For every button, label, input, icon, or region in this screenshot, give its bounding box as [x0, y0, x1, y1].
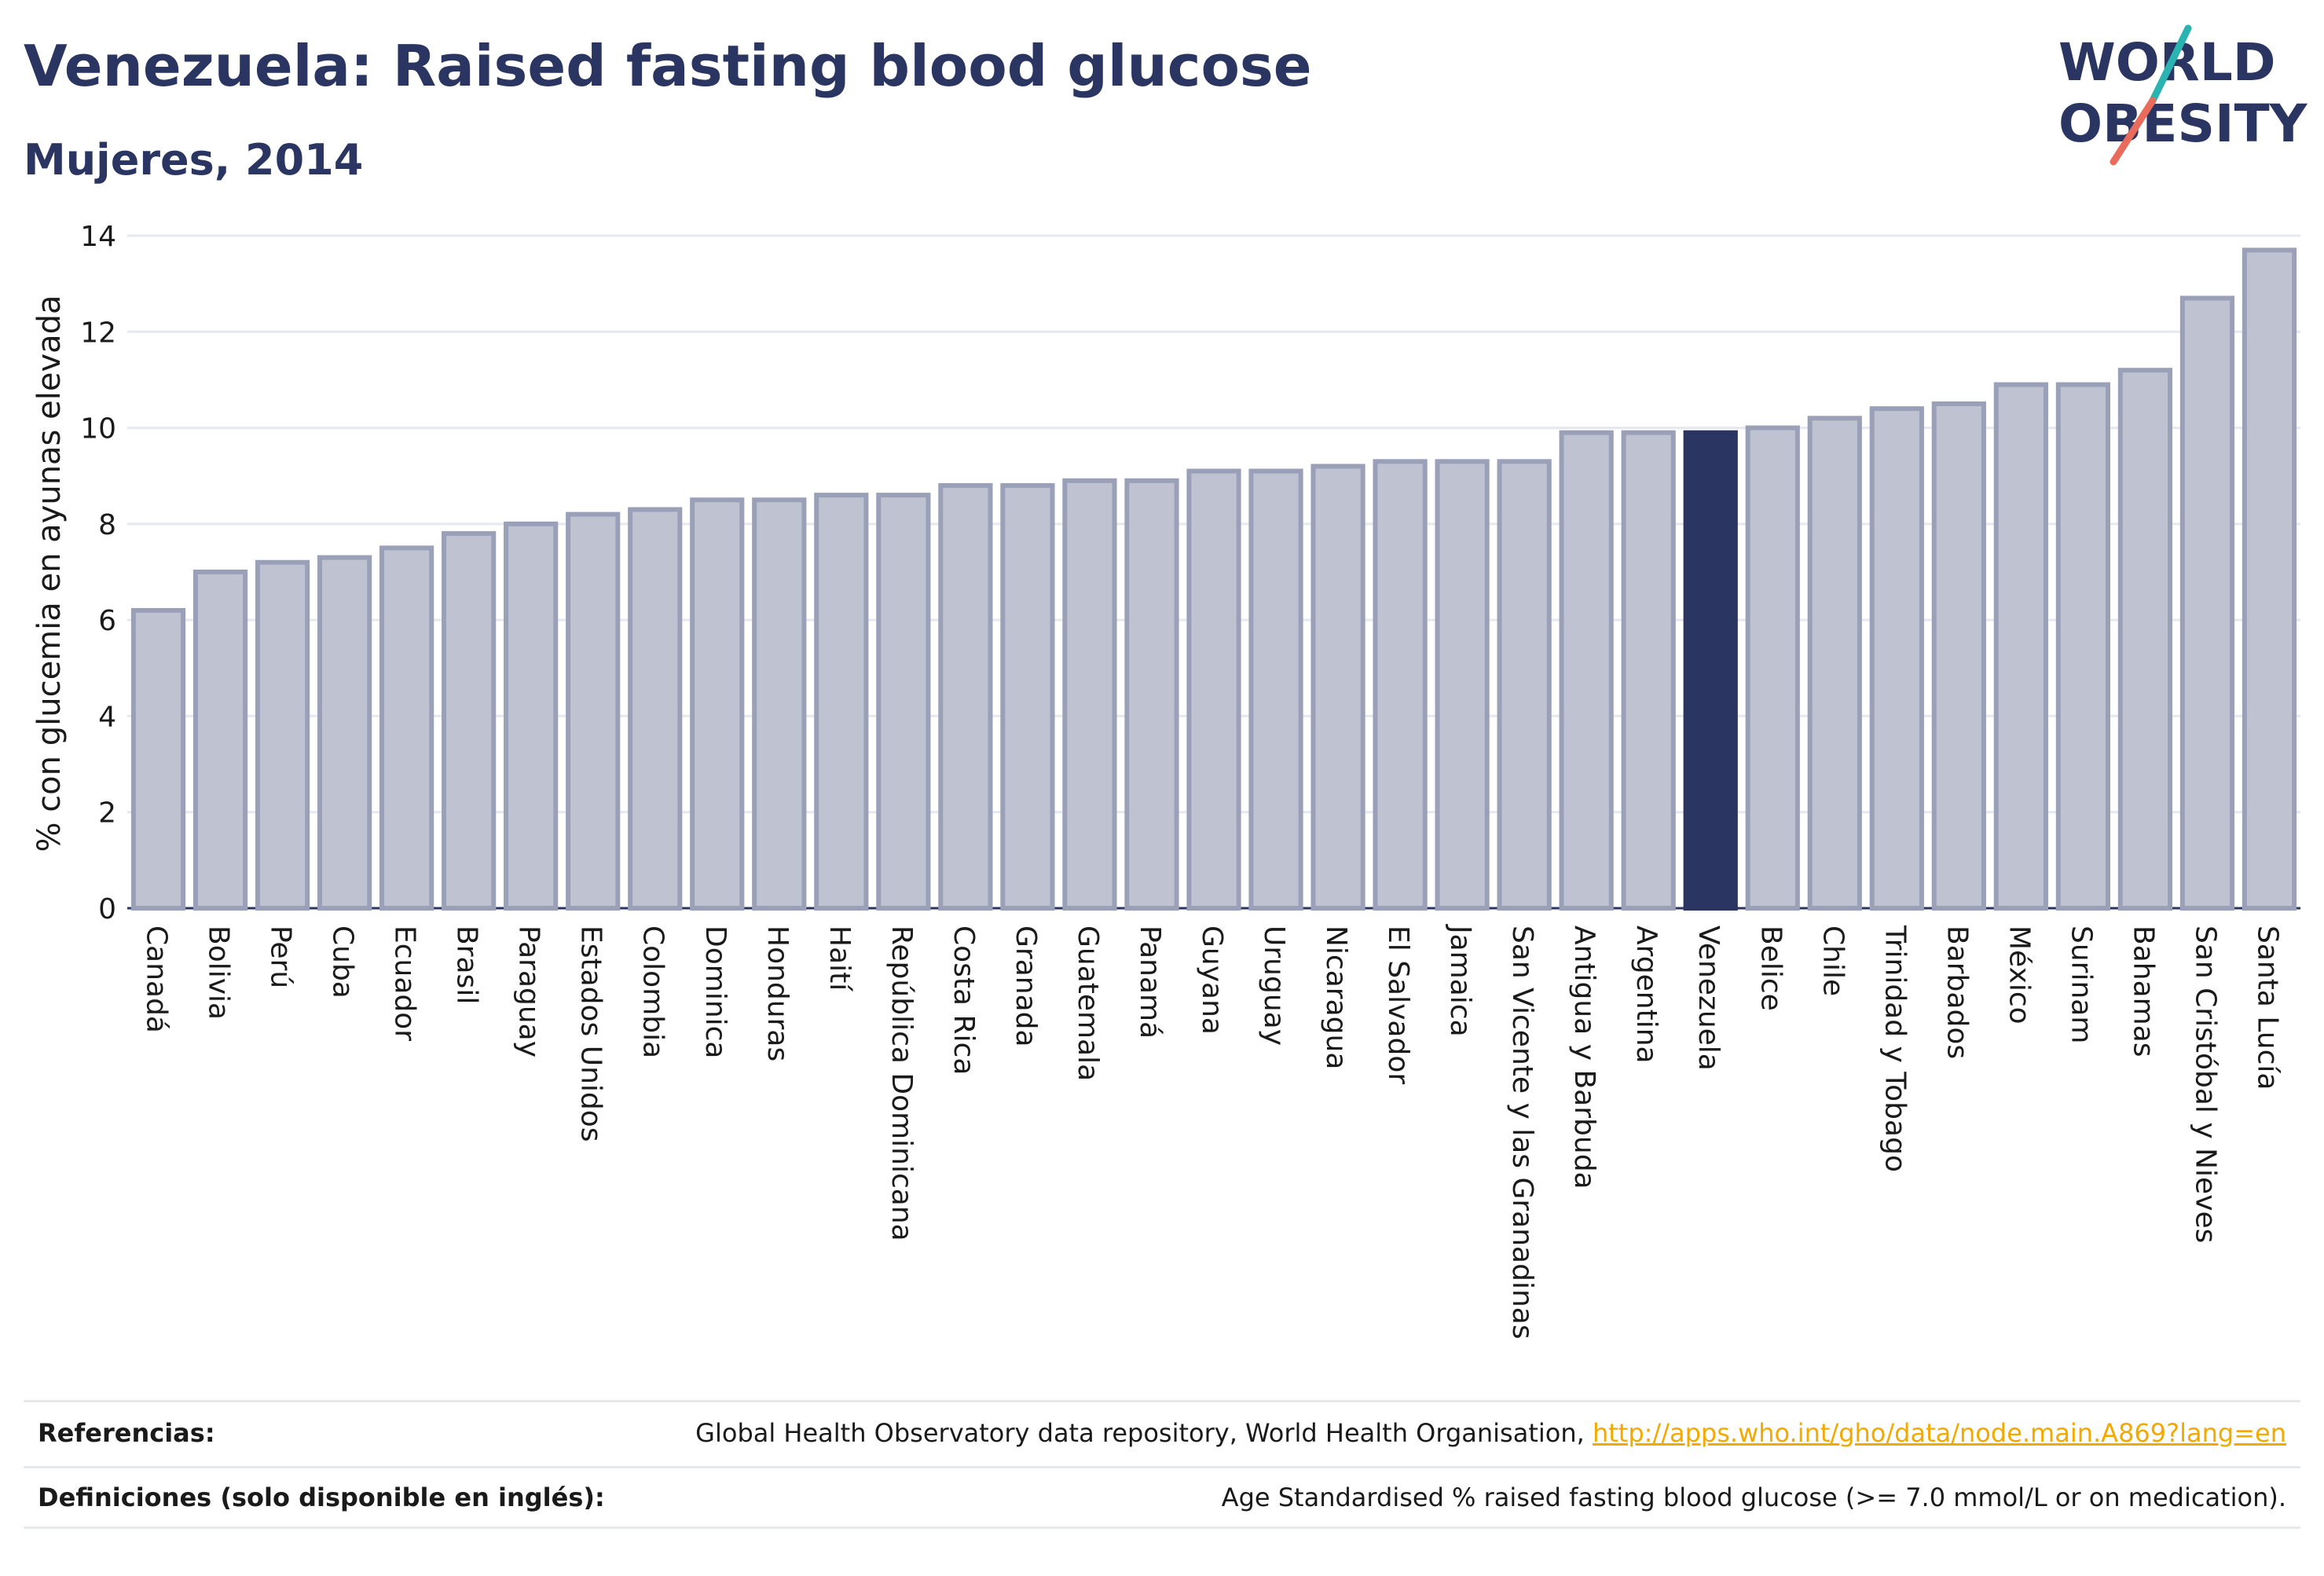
- references-text: Global Health Observatory data repositor…: [695, 1417, 1593, 1448]
- x-tick-label: Guatemala: [1072, 925, 1104, 1081]
- y-tick-label: 0: [98, 893, 116, 925]
- bar-canadá: [130, 607, 186, 911]
- bar-argentina: [1621, 430, 1676, 911]
- bar-venezuela: [1683, 430, 1738, 911]
- x-tick-label: El Salvador: [1382, 925, 1414, 1084]
- bar-costa-rica: [938, 482, 993, 911]
- x-tick-label: Ecuador: [389, 925, 421, 1041]
- logo-word-world: WORLD: [2058, 32, 2276, 93]
- x-tick-label: Chile: [1816, 925, 1849, 996]
- x-axis-ticks: Canadá Bolivia Perú Cuba Ecuador Brasil Paragu…: [141, 924, 2284, 1340]
- x-tick-label: Cuba: [327, 925, 359, 999]
- bar-san-vicente-y-las-granadinas: [1497, 459, 1552, 911]
- x-tick-label: Jamaica: [1444, 924, 1476, 1037]
- x-tick-label: Santa Lucía: [2251, 925, 2283, 1090]
- y-tick-label: 4: [98, 701, 116, 733]
- y-tick-label: 12: [80, 317, 116, 349]
- bar-perú: [255, 559, 310, 911]
- x-tick-label: San Vicente y las Granadinas: [1506, 925, 1538, 1340]
- x-tick-label: Dominica: [699, 925, 731, 1059]
- x-tick-label: Venezuela: [1692, 925, 1725, 1071]
- bar-belice: [1745, 425, 1800, 911]
- bar-honduras: [752, 497, 807, 911]
- y-axis-label: % con glucemia en ayunas elevada: [31, 295, 68, 852]
- x-tick-label: Estados Unidos: [575, 925, 607, 1142]
- x-tick-label: Argentina: [1630, 925, 1662, 1064]
- definitions-row: Definiciones (solo disponible en inglés)…: [24, 1466, 2300, 1529]
- bar-bolivia: [192, 570, 248, 911]
- bar-trinidad-y-tobago: [1869, 406, 1924, 911]
- page-title: Venezuela: Raised fasting blood glucose: [24, 33, 1312, 99]
- references-label: Referencias:: [38, 1417, 215, 1448]
- logo-word-obesity: OBESITY: [2058, 93, 2308, 154]
- world-obesity-logo: WORLD OBESITY: [2058, 24, 2308, 166]
- y-tick-label: 6: [98, 605, 116, 637]
- bar-dominica: [690, 497, 745, 911]
- bar-chile: [1807, 416, 1862, 911]
- x-tick-label: México: [2003, 925, 2035, 1024]
- x-tick-label: Belice: [1754, 925, 1787, 1011]
- bar-granada: [1000, 482, 1055, 911]
- x-tick-label: Paraguay: [513, 925, 545, 1057]
- bar-antigua-y-barbuda: [1559, 430, 1614, 911]
- x-tick-label: República Dominicana: [885, 925, 918, 1241]
- x-tick-label: Trinidad y Tobago: [1879, 925, 1911, 1172]
- bar-haití: [814, 493, 869, 911]
- references-row: Referencias: Global Health Observatory d…: [24, 1400, 2300, 1463]
- x-tick-label: San Cristóbal y Nieves: [2189, 925, 2221, 1243]
- bar-ecuador: [379, 545, 434, 911]
- x-tick-label: Nicaragua: [1320, 925, 1352, 1069]
- bar-méxico: [1993, 382, 2048, 911]
- x-tick-label: Bahamas: [2127, 925, 2159, 1057]
- bar-guatemala: [1062, 478, 1117, 911]
- bar-colombia: [628, 507, 683, 911]
- bar-uruguay: [1248, 468, 1303, 911]
- x-tick-label: Antigua y Barbuda: [1568, 925, 1600, 1189]
- logo-slash-coral: [2110, 97, 2157, 166]
- x-tick-label: Perú: [265, 925, 297, 988]
- x-tick-label: Granada: [1010, 925, 1042, 1047]
- x-tick-label: Bolivia: [203, 925, 235, 1020]
- bar-paraguay: [504, 521, 559, 911]
- references-link[interactable]: http://apps.who.int/gho/data/node.main.A…: [1592, 1417, 2286, 1448]
- x-tick-label: Brasil: [451, 925, 483, 1004]
- y-tick-label: 10: [80, 413, 116, 445]
- x-tick-label: Surinam: [2065, 925, 2097, 1043]
- definitions-label: Definiciones (solo disponible en inglés)…: [38, 1483, 605, 1512]
- definitions-text: Age Standardised % raised fasting blood …: [1221, 1483, 2286, 1512]
- x-tick-label: Panamá: [1134, 925, 1166, 1039]
- x-tick-label: Uruguay: [1258, 925, 1290, 1046]
- x-tick-label: Guyana: [1196, 925, 1228, 1035]
- bar-san-cristóbal-y-nieves: [2179, 295, 2235, 911]
- bar-el-salvador: [1373, 459, 1428, 911]
- bar-surinam: [2055, 382, 2111, 911]
- y-axis-ticks: 0 2 4 6 8 10 12 14: [80, 221, 116, 925]
- bar-panamá: [1124, 478, 1179, 911]
- x-tick-label: Barbados: [1941, 925, 1973, 1059]
- x-tick-label: Costa Rica: [948, 925, 980, 1075]
- bar-chart: 0 2 4 6 8 10 12 14 Canadá Bolivia Perú Cuba Ecuador…: [31, 221, 2300, 1340]
- bar-guyana: [1186, 468, 1241, 911]
- y-tick-label: 8: [98, 509, 116, 541]
- x-tick-label: Canadá: [141, 925, 173, 1033]
- x-tick-label: Colombia: [637, 925, 669, 1058]
- bar-cuba: [317, 555, 372, 911]
- x-tick-label: Haití: [823, 925, 856, 991]
- bars: [130, 247, 2297, 911]
- bar-república-dominicana: [876, 493, 931, 911]
- bar-bahamas: [2117, 368, 2173, 911]
- bar-barbados: [1931, 401, 1986, 911]
- page-subtitle: Mujeres, 2014: [24, 135, 364, 185]
- y-tick-label: 2: [98, 797, 116, 830]
- bar-brasil: [442, 531, 497, 911]
- y-tick-label: 14: [80, 221, 116, 253]
- logo-slash-teal: [2149, 24, 2192, 104]
- bar-estados-unidos: [566, 511, 621, 911]
- bar-nicaragua: [1310, 464, 1365, 911]
- bar-santa-lucía: [2242, 247, 2297, 911]
- x-tick-label: Honduras: [761, 925, 794, 1061]
- references-value: Global Health Observatory data repositor…: [695, 1418, 2286, 1448]
- footer: Referencias: Global Health Observatory d…: [24, 1400, 2300, 1532]
- bar-jamaica: [1435, 459, 1490, 911]
